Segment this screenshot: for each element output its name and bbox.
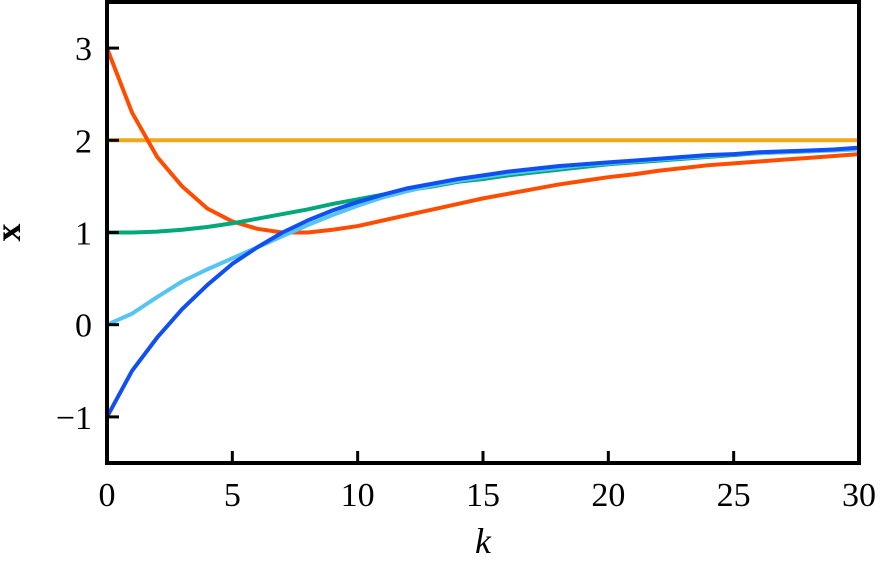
x-tick-label: 10 — [341, 477, 375, 514]
y-tick-label: 3 — [75, 31, 92, 68]
y-tick-label: 1 — [75, 216, 92, 253]
y-tick-label: 0 — [75, 308, 92, 345]
y-tick-label: −1 — [56, 400, 92, 437]
series-line-5 — [105, 145, 860, 418]
plot-frame — [105, 0, 861, 465]
series-layer — [105, 47, 860, 418]
x-tick-label: 15 — [466, 477, 500, 514]
x-tick-label: 30 — [842, 477, 876, 514]
x-tick-label: 5 — [224, 477, 241, 514]
x-tick-label: 25 — [717, 477, 751, 514]
y-axis-label: x — [0, 224, 28, 242]
y-tick-label: 2 — [75, 123, 92, 160]
x-tick-label: 20 — [591, 477, 625, 514]
x-axis-label: k — [475, 521, 492, 561]
tick-layer: 0 5 10 15 20 25 30 −1 0 1 2 3 — [56, 31, 876, 514]
x-tick-label: 0 — [99, 477, 116, 514]
